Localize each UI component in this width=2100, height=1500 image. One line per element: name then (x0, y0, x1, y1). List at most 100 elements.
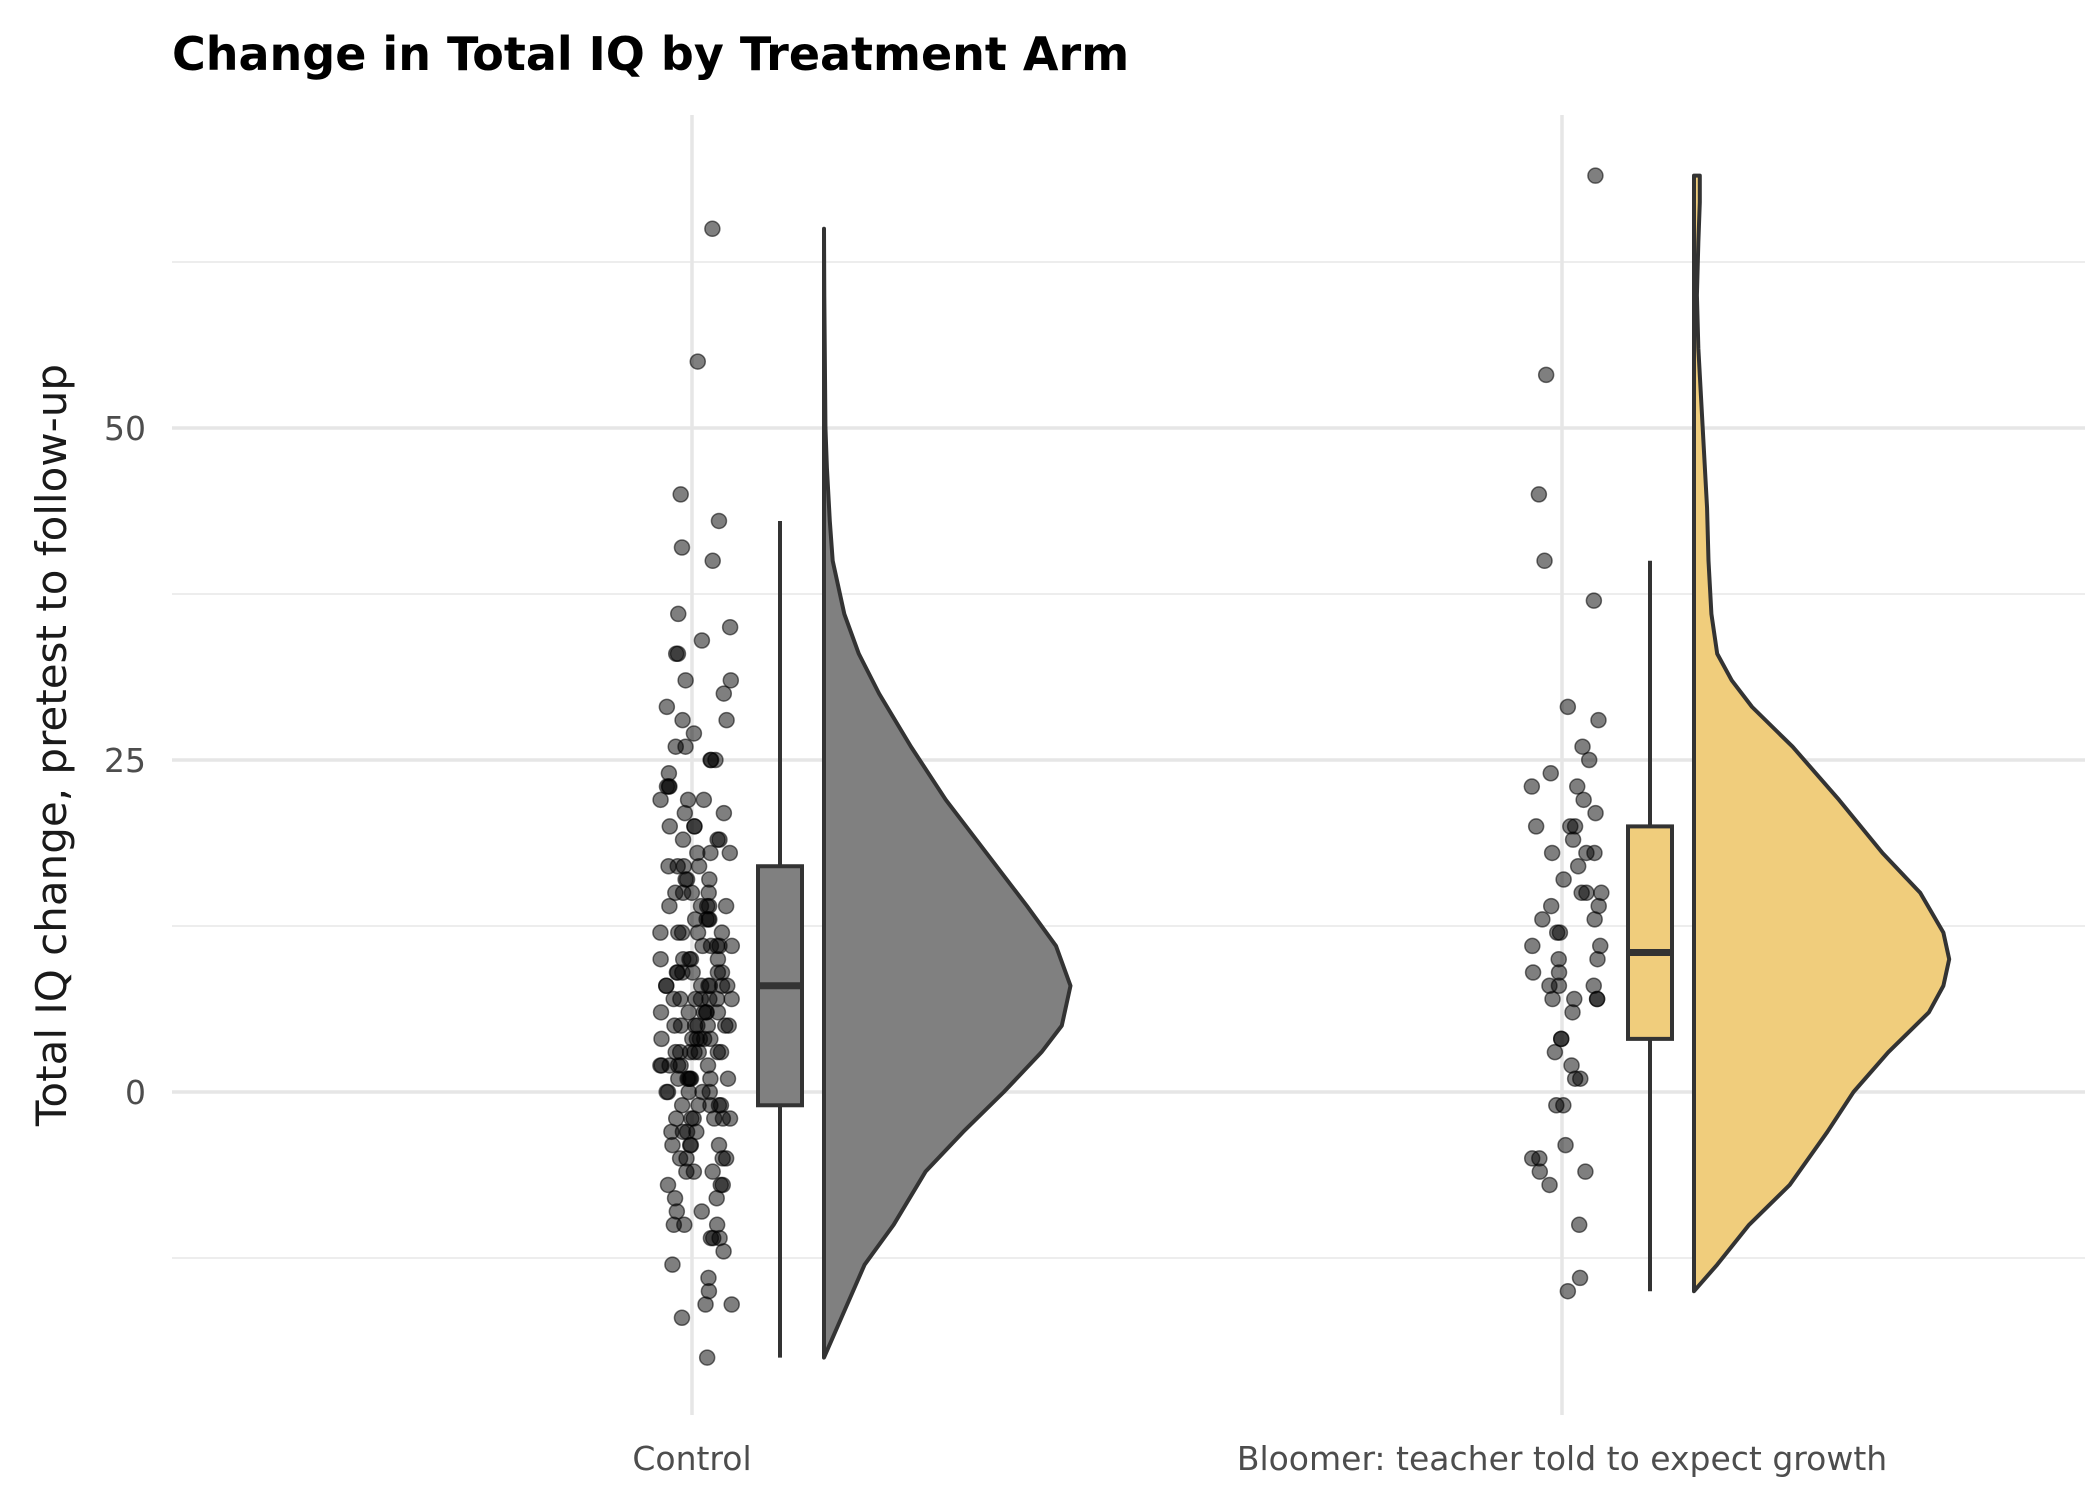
series-group (1523, 167, 1952, 1300)
data-point (658, 977, 675, 995)
data-point (673, 1097, 691, 1114)
data-point (1550, 950, 1567, 968)
data-point (1571, 1269, 1589, 1287)
data-point (674, 950, 692, 968)
data-point (1590, 897, 1607, 915)
y-tick-label: 0 (125, 1073, 146, 1112)
data-point (722, 672, 740, 689)
data-point (692, 897, 710, 915)
data-point (679, 791, 697, 809)
data-point (1523, 778, 1541, 795)
data-point (1570, 1216, 1588, 1234)
data-point (674, 711, 691, 729)
data-point (712, 1043, 730, 1061)
series-group (652, 220, 1073, 1366)
data-point (1587, 804, 1604, 822)
plot-area (652, 167, 1952, 1366)
data-point (718, 711, 735, 729)
density-half-violin (1692, 173, 1952, 1294)
data-point (665, 990, 682, 1008)
data-point (670, 924, 687, 941)
data-point (693, 632, 711, 649)
data-point (717, 1017, 734, 1034)
data-point (1552, 1030, 1570, 1048)
data-point (1524, 964, 1542, 981)
data-point (704, 220, 721, 238)
data-point (653, 1030, 670, 1048)
data-point (699, 1057, 717, 1074)
density-half-violin (822, 226, 1073, 1360)
data-point (715, 804, 733, 822)
data-point (683, 1110, 700, 1127)
data-point (678, 871, 696, 888)
data-point (1569, 857, 1587, 875)
y-tick-label: 25 (104, 741, 146, 780)
x-tick-label: Control (632, 1439, 751, 1478)
data-point (1530, 486, 1548, 503)
data-point (1574, 738, 1591, 755)
data-point (704, 1163, 721, 1180)
data-point (723, 937, 741, 955)
data-point (1527, 818, 1545, 835)
data-point (672, 486, 689, 503)
data-point (652, 1057, 669, 1074)
data-point (682, 1070, 700, 1087)
data-point (1546, 1043, 1564, 1061)
data-point (1541, 1176, 1558, 1194)
data-point (666, 1017, 683, 1034)
data-point (673, 1309, 691, 1327)
data-point (686, 818, 703, 835)
data-point (689, 924, 707, 941)
data-point (698, 1349, 716, 1366)
data-point (708, 1216, 726, 1234)
data-point (661, 897, 678, 915)
data-point (1542, 765, 1559, 782)
data-point (1531, 1150, 1548, 1167)
x-axis-ticks: Control Bloomer: teacher told to expect g… (632, 1439, 1887, 1478)
x-tick-label: Bloomer: teacher told to expect growth (1237, 1439, 1887, 1478)
data-point (689, 353, 707, 370)
data-point (710, 1136, 728, 1154)
data-point (1559, 1282, 1577, 1300)
data-point (652, 950, 669, 968)
y-tick-label: 50 (104, 409, 146, 448)
data-point (1559, 698, 1577, 716)
data-point (721, 844, 739, 862)
data-point (665, 1216, 683, 1234)
data-point (701, 977, 719, 995)
data-point (712, 1176, 730, 1194)
data-point (1541, 977, 1558, 995)
data-point (1564, 831, 1582, 848)
data-point (676, 804, 694, 822)
data-point (1548, 1097, 1565, 1114)
data-point (661, 818, 679, 835)
data-point (689, 844, 706, 862)
y-axis-label: Total IQ change, pretest to follow-up (27, 364, 76, 1127)
y-axis-ticks: 0 25 50 (104, 409, 146, 1112)
box-iqr (1626, 824, 1674, 1041)
data-point (664, 1256, 681, 1273)
data-point (658, 698, 676, 716)
data-point (717, 897, 735, 915)
data-point (1585, 977, 1602, 995)
data-point (702, 1070, 719, 1087)
data-point (1542, 897, 1560, 915)
data-point (700, 1269, 717, 1287)
data-point (721, 618, 739, 636)
data-point (1524, 937, 1541, 955)
data-point (667, 1043, 684, 1061)
data-point (1585, 592, 1603, 609)
data-point (1588, 990, 1606, 1008)
data-point (1555, 871, 1572, 888)
data-point (704, 552, 721, 570)
data-point (723, 1296, 740, 1313)
data-point (1577, 1163, 1594, 1180)
data-point (1543, 844, 1561, 862)
data-point (695, 791, 713, 809)
data-point (670, 605, 687, 623)
data-point (709, 831, 726, 848)
data-point (710, 512, 728, 530)
data-point (1548, 924, 1566, 941)
data-point (1578, 844, 1595, 862)
